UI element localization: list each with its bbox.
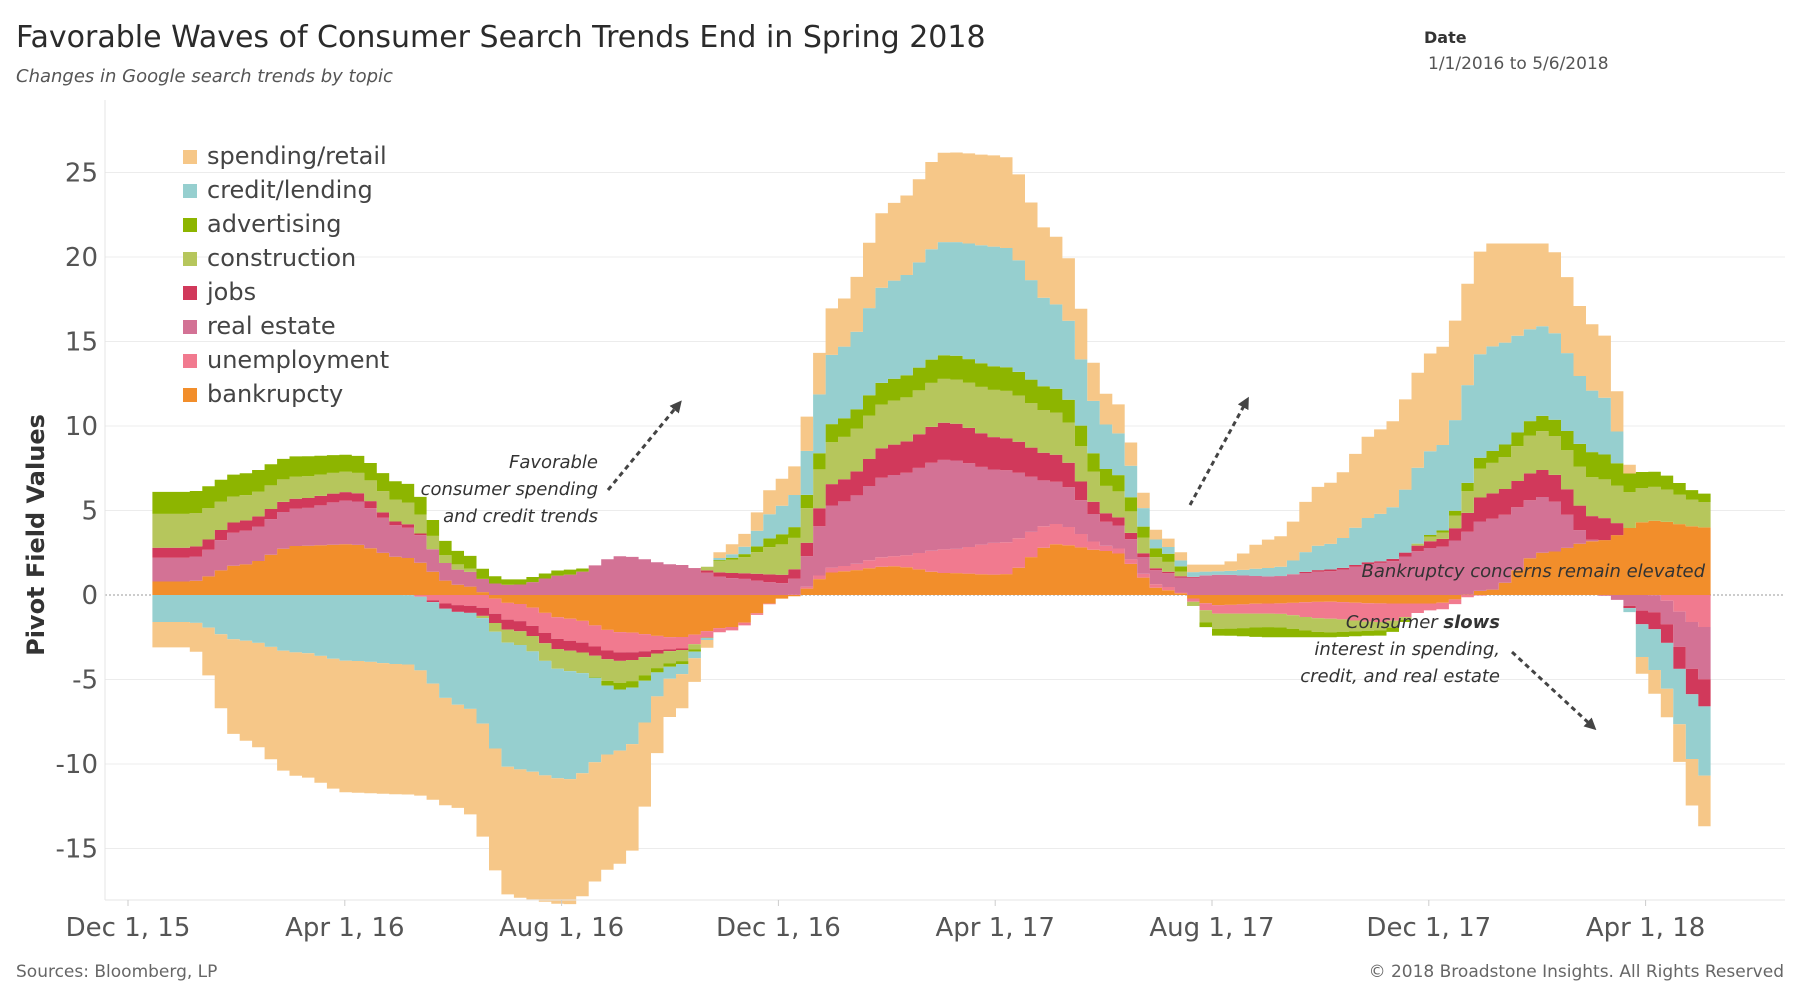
- annotation-favorable-2: consumer spending: [421, 479, 598, 500]
- legend-label-6: unemployment: [207, 346, 389, 374]
- chart-title: Favorable Waves of Consumer Search Trend…: [16, 20, 986, 55]
- annotation-favorable-1: Favorable: [509, 452, 598, 473]
- y-tick-label-5: 0: [81, 581, 98, 611]
- legend-label-2: advertising: [207, 210, 341, 238]
- annotation-arrow-1: [606, 400, 682, 491]
- legend-swatch-1: [183, 184, 197, 198]
- axes: 25 20 15 10 5 0 -5 -10 -15 Dec 1, 15 Apr 1, 16 Aug …: [56, 100, 1785, 943]
- stacked-area-chart: 25 20 15 10 5 0 -5 -10 -15 Dec 1, 15 Apr 1, 16 Aug …: [22, 100, 1785, 943]
- series-bankruptcy: [152, 520, 1711, 638]
- legend-label-3: construction: [207, 244, 356, 272]
- y-axis-label: Pivot Field Values: [22, 414, 50, 656]
- y-tick-label-7: -10: [56, 750, 98, 780]
- annotation-arrow-2: [1188, 396, 1249, 506]
- legend-swatch-4: [183, 286, 197, 300]
- legend-swatch-0: [183, 150, 197, 164]
- y-tick-label-4: 5: [81, 497, 98, 527]
- source-note: Sources: Bloomberg, LP: [16, 962, 218, 982]
- y-tick-label-1: 20: [65, 243, 98, 273]
- area-jobs: [152, 422, 1711, 707]
- chart-subtitle: Changes in Google search trends by topic: [16, 66, 393, 87]
- series-unemployment: [152, 522, 1711, 653]
- area-bankruptcy: [152, 520, 1711, 638]
- annotation-bankruptcy: Bankruptcy concerns remain elevated: [1361, 561, 1705, 582]
- legend-label-1: credit/lending: [207, 176, 373, 204]
- legend-swatch-5: [183, 320, 197, 334]
- legend-label-7: bankrupcty: [207, 380, 343, 408]
- date-filter-label: Date: [1424, 28, 1467, 47]
- x-tick-label-4: Apr 1, 17: [935, 913, 1054, 943]
- date-filter-value[interactable]: 1/1/2016 to 5/6/2018: [1428, 54, 1609, 74]
- area-real-estate: [152, 459, 1711, 680]
- series-real-estate: [152, 459, 1711, 680]
- y-tick-label-6: -5: [72, 666, 98, 696]
- legend-swatch-6: [183, 354, 197, 368]
- copyright-note: © 2018 Broadstone Insights. All Rights R…: [1368, 962, 1784, 982]
- legend-swatch-3: [183, 252, 197, 266]
- series-credit-lending: [152, 242, 1711, 780]
- x-tick-label-6: Dec 1, 17: [1366, 913, 1491, 943]
- annotation-slows-1a: Consumer: [1346, 612, 1444, 633]
- x-tick-label-3: Dec 1, 16: [716, 913, 841, 943]
- legend-swatch-7: [183, 388, 197, 402]
- annotation-slows-3: credit, and real estate: [1300, 666, 1500, 687]
- x-tick-label-7: Apr 1, 18: [1586, 913, 1705, 943]
- annotation-slows-2: interest in spending,: [1314, 639, 1500, 660]
- legend-swatch-2: [183, 218, 197, 232]
- annotations: Favorable consumer spending and credit t…: [421, 396, 1706, 731]
- y-tick-label-0: 25: [65, 159, 98, 189]
- series-areas: [152, 152, 1711, 905]
- area-unemployment: [152, 522, 1711, 653]
- y-tick-label-3: 10: [65, 412, 98, 442]
- annotation-favorable-3: and credit trends: [443, 506, 598, 527]
- legend-label-4: jobs: [206, 278, 256, 306]
- x-tick-label-2: Aug 1, 16: [499, 913, 624, 943]
- series-jobs: [152, 422, 1711, 707]
- annotation-slows-1: Consumer slows: [1346, 612, 1500, 633]
- legend-label-0: spending/retail: [207, 142, 387, 170]
- y-tick-label-8: -15: [56, 835, 98, 865]
- legend: spending/retail credit/lending advertising…: [183, 142, 389, 408]
- annotation-slows-1b: slows: [1443, 612, 1500, 633]
- area-credit-lending: [152, 242, 1711, 780]
- x-tick-label-1: Apr 1, 16: [285, 913, 404, 943]
- annotation-arrow-3: [1510, 650, 1597, 731]
- legend-label-5: real estate: [207, 312, 336, 340]
- x-tick-label-0: Dec 1, 15: [66, 913, 191, 943]
- x-tick-label-5: Aug 1, 17: [1149, 913, 1274, 943]
- y-tick-label-2: 15: [65, 328, 98, 358]
